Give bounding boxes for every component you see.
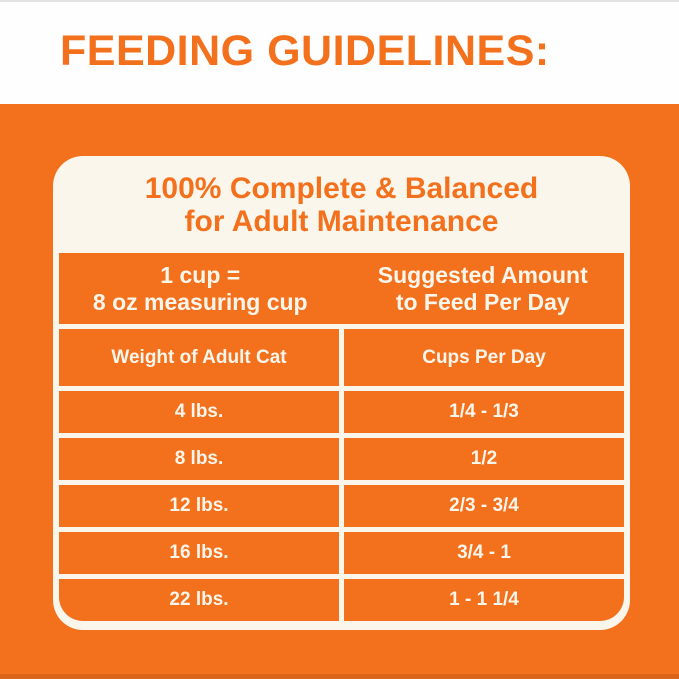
cups-cell: 1/4 - 1/3 <box>344 391 624 433</box>
cup-measure-line2: 8 oz measuring cup <box>92 288 308 315</box>
cups-cell: 2/3 - 3/4 <box>344 485 624 527</box>
suggested-amount-line2: to Feed Per Day <box>395 288 570 315</box>
feeding-table: 1 cup = 8 oz measuring cup Suggested Amo… <box>59 253 624 623</box>
header-bar: FEEDING GUIDELINES: <box>0 0 679 104</box>
weight-cell: 16 lbs. <box>59 532 339 574</box>
weight-cell: 4 lbs. <box>59 391 339 433</box>
suggested-amount-note: Suggested Amount to Feed Per Day <box>342 253 625 324</box>
top-hairline <box>0 0 679 2</box>
table-row: 22 lbs. 1 - 1 1/4 <box>59 579 624 621</box>
column-header-cups: Cups Per Day <box>344 329 624 386</box>
cup-measure-note: 1 cup = 8 oz measuring cup <box>59 253 342 324</box>
cups-cell: 1/2 <box>344 438 624 480</box>
card-heading-line1: 100% Complete & Balanced <box>144 171 539 205</box>
page-title: FEEDING GUIDELINES: <box>60 27 550 75</box>
feeding-guidelines-card: 100% Complete & Balanced for Adult Maint… <box>53 156 630 630</box>
column-header-weight: Weight of Adult Cat <box>59 329 339 386</box>
table-row: 8 lbs. 1/2 <box>59 438 624 480</box>
table-row: 16 lbs. 3/4 - 1 <box>59 532 624 574</box>
column-header-row: Weight of Adult Cat Cups Per Day <box>59 329 624 386</box>
table-row: 4 lbs. 1/4 - 1/3 <box>59 391 624 433</box>
card-heading: 100% Complete & Balanced for Adult Maint… <box>59 156 624 253</box>
info-band: 1 cup = 8 oz measuring cup Suggested Amo… <box>59 253 624 324</box>
cup-measure-line1: 1 cup = <box>160 261 241 288</box>
table-row: 12 lbs. 2/3 - 3/4 <box>59 485 624 527</box>
weight-cell: 8 lbs. <box>59 438 339 480</box>
suggested-amount-line1: Suggested Amount <box>377 261 588 288</box>
cups-cell: 1 - 1 1/4 <box>344 579 624 621</box>
weight-cell: 12 lbs. <box>59 485 339 527</box>
card-heading-line2: for Adult Maintenance <box>184 204 499 238</box>
weight-cell: 22 lbs. <box>59 579 339 621</box>
bottom-edge-shade <box>0 674 679 679</box>
cups-cell: 3/4 - 1 <box>344 532 624 574</box>
